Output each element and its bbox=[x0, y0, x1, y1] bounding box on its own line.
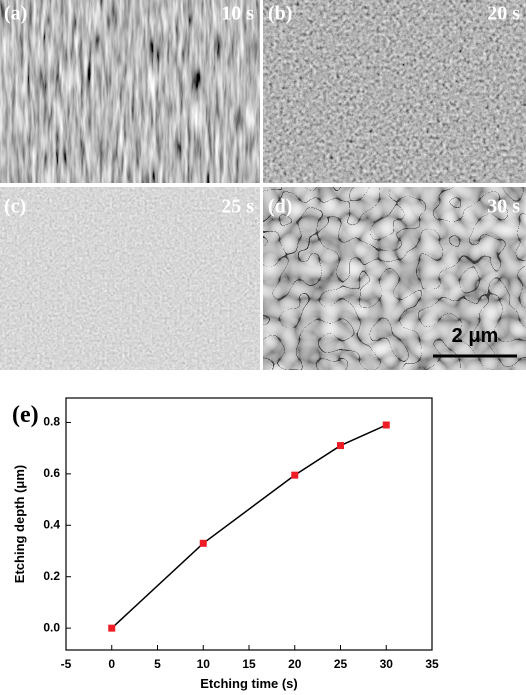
data-point bbox=[337, 442, 344, 450]
y-tick-label: 0.2 bbox=[43, 569, 60, 583]
y-tick-label: 0.8 bbox=[43, 415, 60, 429]
plot-frame bbox=[65, 397, 433, 651]
y-axis-title: Etching depth (μm) bbox=[12, 465, 27, 583]
y-tick-label: 0.6 bbox=[43, 466, 60, 480]
panel-time: 25 s bbox=[221, 196, 254, 218]
scale-bar-label: 2 μm bbox=[452, 325, 499, 347]
x-tick-label: 30 bbox=[380, 657, 394, 671]
x-tick-label: 10 bbox=[197, 657, 211, 671]
sem-image bbox=[0, 0, 260, 183]
x-tick-label: 25 bbox=[334, 657, 348, 671]
y-tick-label: 0.4 bbox=[43, 517, 60, 531]
panel-time: 20 s bbox=[487, 3, 520, 25]
x-tick-label: 5 bbox=[154, 657, 161, 671]
data-point bbox=[108, 624, 116, 632]
x-tick-label: -5 bbox=[61, 657, 72, 671]
x-tick-label: 15 bbox=[242, 657, 256, 671]
data-point bbox=[291, 471, 299, 479]
y-tick-label: 0.0 bbox=[43, 620, 60, 634]
panel-time: 10 s bbox=[221, 3, 254, 25]
sem-image bbox=[0, 187, 260, 370]
panel-time: 30 s bbox=[487, 196, 520, 218]
data-point bbox=[382, 421, 390, 429]
sem-image bbox=[263, 187, 526, 370]
x-tick-label: 0 bbox=[108, 657, 115, 671]
panel-label: (e) bbox=[12, 402, 39, 428]
panel-label: (b) bbox=[268, 3, 292, 25]
panel-label: (c) bbox=[4, 196, 26, 218]
x-tick-label: 20 bbox=[288, 657, 302, 671]
data-line bbox=[111, 424, 387, 629]
sem-image bbox=[263, 0, 526, 183]
x-axis-title: Etching time (s) bbox=[200, 676, 298, 691]
panel-label: (a) bbox=[4, 3, 27, 25]
data-point bbox=[199, 539, 207, 547]
x-tick-label: 35 bbox=[425, 657, 439, 671]
panel-label: (d) bbox=[268, 196, 292, 218]
